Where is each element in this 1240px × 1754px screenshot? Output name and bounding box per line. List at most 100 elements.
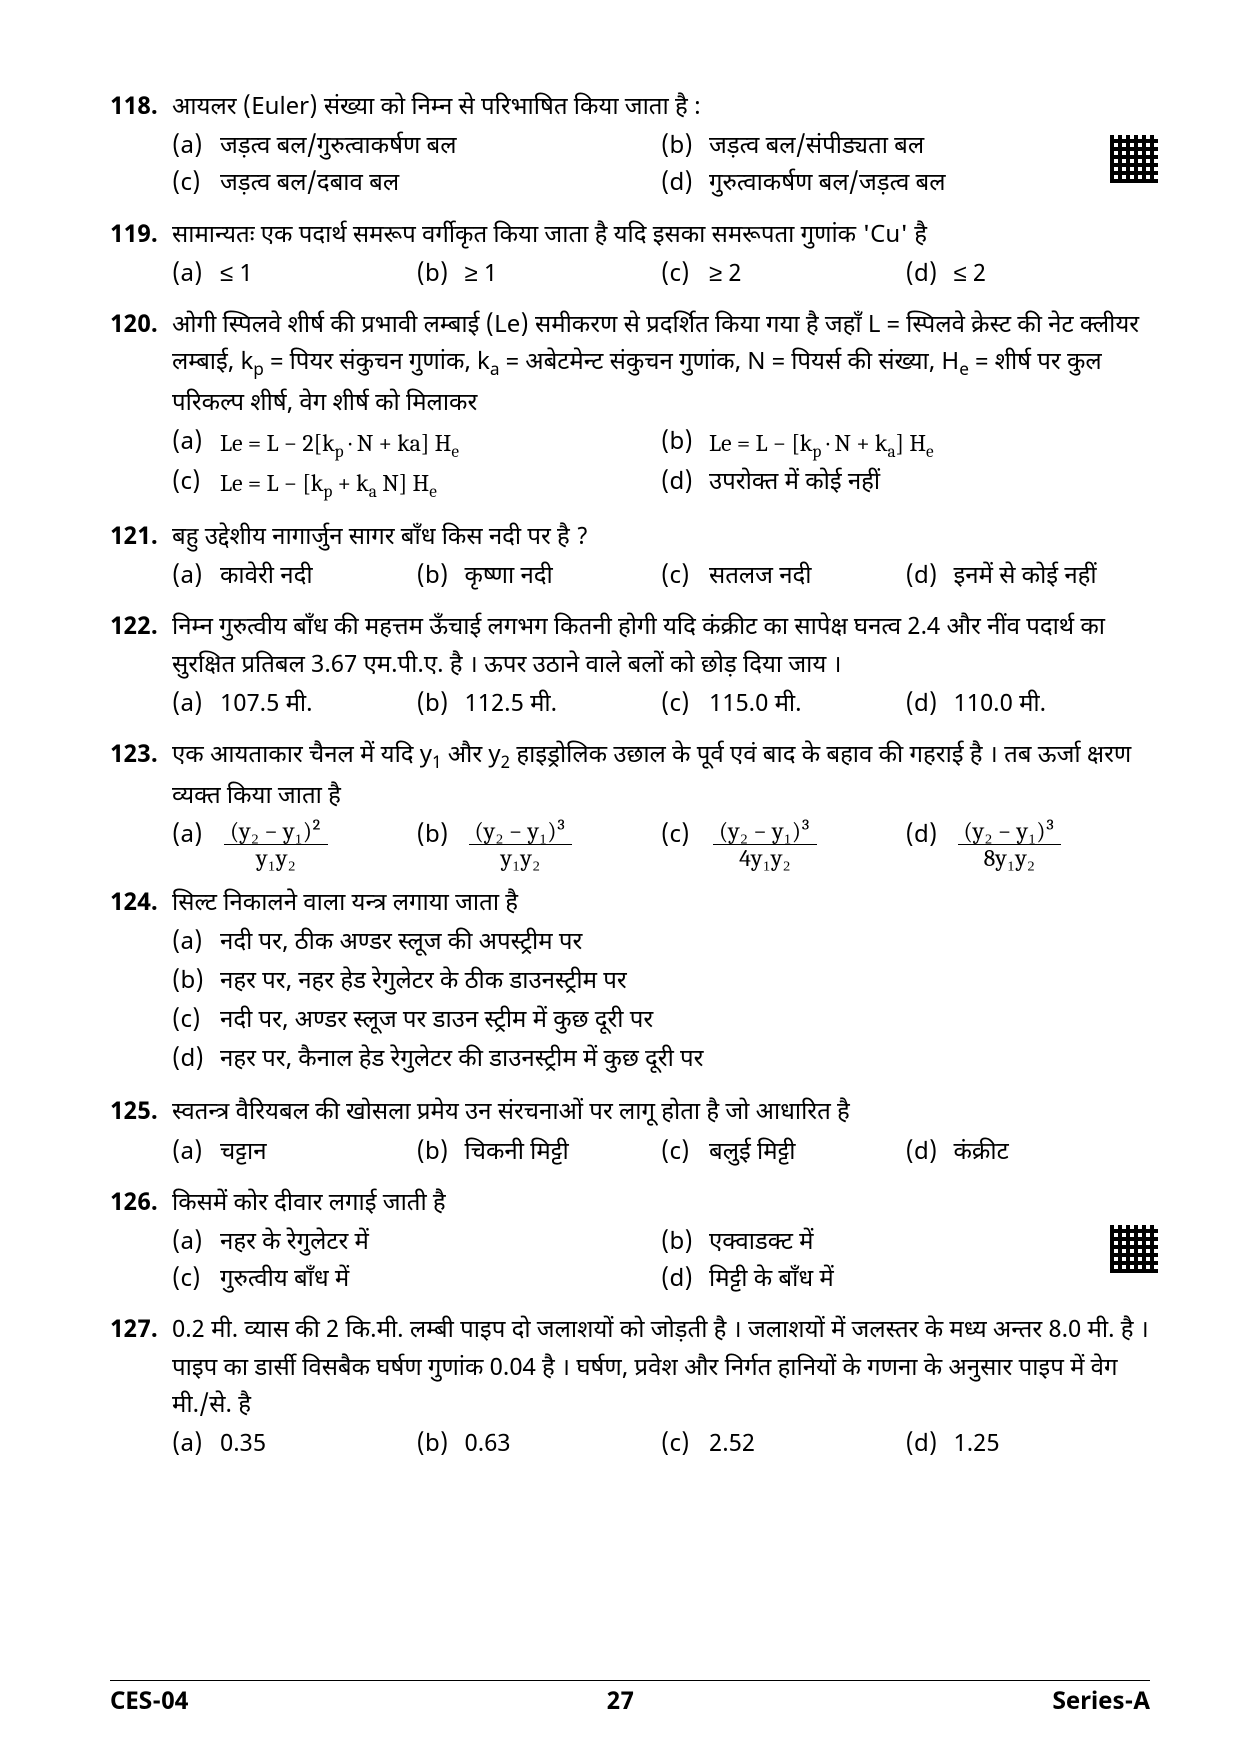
option: (b)कृष्णा नदी: [417, 559, 662, 596]
option: (a)107.5 मी.: [172, 687, 417, 724]
options: (a)कावेरी नदी(b)कृष्णा नदी(c)सतलज नदी(d)…: [172, 559, 1150, 596]
option: (a)0.35: [172, 1427, 417, 1464]
option: (b)एक्वाडक्ट में: [661, 1225, 1150, 1262]
option-label: (c): [661, 1135, 709, 1172]
option-label: (b): [417, 559, 465, 596]
option-label: (a): [172, 1135, 220, 1172]
option-label: (c): [172, 166, 220, 203]
option-label: (a): [172, 1427, 220, 1464]
option-label: (d): [906, 1135, 954, 1172]
exam-page: 118.आयलर (Euler) संख्या को निम्न से परिभ…: [110, 90, 1150, 1694]
option: (d)≤ 2: [906, 257, 1151, 294]
question: 125.स्वतन्त्र वैरियबल की खोसला प्रमेय उन…: [110, 1095, 1150, 1171]
option: (d)110.0 मी.: [906, 687, 1151, 724]
option-text: 1.25: [954, 1427, 1151, 1464]
question: 124.सिल्ट निकालने वाला यन्त्र लगाया जाता…: [110, 886, 1150, 1082]
question-number: 125.: [110, 1095, 172, 1171]
option-text: Le = L − 2[kp · N + ka] He: [220, 425, 661, 466]
option-label: (b): [661, 129, 709, 166]
option: (d)उपरोक्त में कोई नहीं: [661, 465, 1150, 506]
option-label: (c): [661, 1427, 709, 1464]
option: (b)Le = L − [kp · N + ka] He: [661, 425, 1150, 466]
option-label: (c): [661, 687, 709, 724]
question-body: 0.2 मी. व्यास की 2 कि.मी. लम्बी पाइप दो …: [172, 1313, 1150, 1464]
option-text: जड़त्व बल/संपीड्यता बल: [709, 129, 1150, 166]
option-label: (c): [172, 1262, 220, 1299]
option-label: (b): [417, 1427, 465, 1464]
option: (c)नदी पर, अण्डर स्लूज पर डाउन स्ट्रीम म…: [172, 1003, 1150, 1040]
option: (c)जड़त्व बल/दबाव बल: [172, 166, 661, 203]
option: (c)115.0 मी.: [661, 687, 906, 724]
option-label: (b): [661, 425, 709, 462]
option-label: (a): [172, 559, 220, 596]
option: (c)सतलज नदी: [661, 559, 906, 596]
option-text: नहर पर, नहर हेड रेगुलेटर के ठीक डाउनस्ट्…: [220, 964, 1150, 1001]
question: 123.एक आयताकार चैनल में यदि y1 और y2 हाइ…: [110, 738, 1150, 872]
option: (d)कंक्रीट: [906, 1135, 1151, 1172]
option-text: 2.52: [709, 1427, 906, 1464]
option-text: चट्टान: [220, 1135, 417, 1172]
option-text: ≤ 1: [220, 257, 417, 294]
option-label: (b): [172, 964, 220, 1001]
qr-code-icon: [1110, 135, 1158, 183]
option-text: Le = L − [kp · N + ka] He: [709, 425, 1150, 466]
option: (a)Le = L − 2[kp · N + ka] He: [172, 425, 661, 466]
option: (b)112.5 मी.: [417, 687, 662, 724]
question-stem: स्वतन्त्र वैरियबल की खोसला प्रमेय उन संर…: [172, 1095, 1150, 1132]
option: (d)मिट्टी के बाँध में: [661, 1262, 1150, 1299]
option-text: जड़त्व बल/दबाव बल: [220, 166, 661, 203]
option: (a)नहर के रेगुलेटर में: [172, 1225, 661, 1262]
option-text: कंक्रीट: [954, 1135, 1151, 1172]
option-text: 112.5 मी.: [465, 687, 662, 724]
option-text: उपरोक्त में कोई नहीं: [709, 465, 1150, 502]
option-label: (d): [661, 465, 709, 502]
option: (a)जड़त्व बल/गुरुत्वाकर्षण बल: [172, 129, 661, 166]
option-label: (c): [661, 559, 709, 596]
question: 121.बहु उद्देशीय नागार्जुन सागर बाँध किस…: [110, 520, 1150, 596]
option-text: गुरुत्वाकर्षण बल/जड़त्व बल: [709, 166, 1150, 203]
question: 120.ओगी स्पिलवे शीर्ष की प्रभावी लम्बाई …: [110, 308, 1150, 506]
option: (d)इनमें से कोई नहीं: [906, 559, 1151, 596]
option: (a)नदी पर, ठीक अण्डर स्लूज की अपस्ट्रीम …: [172, 925, 1150, 962]
option-label: (b): [661, 1225, 709, 1262]
question-body: आयलर (Euler) संख्या को निम्न से परिभाषित…: [172, 90, 1150, 204]
options: (a)जड़त्व बल/गुरुत्वाकर्षण बल(b)जड़त्व ब…: [172, 129, 1150, 203]
option-text: (y₂ − y₁)³8y₁y₂: [954, 818, 1151, 872]
question-stem: एक आयताकार चैनल में यदि y1 और y2 हाइड्रो…: [172, 738, 1150, 816]
question-number: 121.: [110, 520, 172, 596]
option-text: Le = L − [kp + ka N] He: [220, 465, 661, 506]
option: (a)चट्टान: [172, 1135, 417, 1172]
option: (d)1.25: [906, 1427, 1151, 1464]
option-text: (y₂ − y₁)³4y₁y₂: [709, 818, 906, 872]
question: 118.आयलर (Euler) संख्या को निम्न से परिभ…: [110, 90, 1150, 204]
option: (c)गुरुत्वीय बाँध में: [172, 1262, 661, 1299]
option: (d)(y₂ − y₁)³8y₁y₂: [906, 818, 1151, 872]
options: (a)≤ 1(b)≥ 1(c)≥ 2(d)≤ 2: [172, 257, 1150, 294]
question: 122.निम्न गुरुत्वीय बाँध की महत्तम ऊँचाई…: [110, 610, 1150, 724]
option-label: (a): [172, 925, 220, 962]
option-label: (a): [172, 1225, 220, 1262]
option-label: (d): [906, 687, 954, 724]
question-stem: ओगी स्पिलवे शीर्ष की प्रभावी लम्बाई (Le)…: [172, 308, 1150, 423]
footer-right: Series-A: [1052, 1685, 1150, 1722]
page-footer: CES-04 27 Series-A: [110, 1680, 1150, 1722]
option-label: (a): [172, 257, 220, 294]
option-text: ≥ 1: [465, 257, 662, 294]
option-text: 110.0 मी.: [954, 687, 1151, 724]
question-number: 119.: [110, 218, 172, 294]
option-label: (c): [661, 818, 709, 855]
option-text: 107.5 मी.: [220, 687, 417, 724]
question-body: बहु उद्देशीय नागार्जुन सागर बाँध किस नदी…: [172, 520, 1150, 596]
option-label: (a): [172, 818, 220, 855]
question-stem: निम्न गुरुत्वीय बाँध की महत्तम ऊँचाई लगभ…: [172, 610, 1150, 684]
qr-code-icon: [1110, 1225, 1158, 1273]
options: (a)नहर के रेगुलेटर में(b)एक्वाडक्ट में(c…: [172, 1225, 1150, 1299]
option-text: मिट्टी के बाँध में: [709, 1262, 1150, 1299]
option: (a)≤ 1: [172, 257, 417, 294]
option-label: (a): [172, 425, 220, 462]
question-number: 126.: [110, 1186, 172, 1300]
option-text: कावेरी नदी: [220, 559, 417, 596]
options: (a)नदी पर, ठीक अण्डर स्लूज की अपस्ट्रीम …: [172, 925, 1150, 1082]
option: (d)गुरुत्वाकर्षण बल/जड़त्व बल: [661, 166, 1150, 203]
question-number: 124.: [110, 886, 172, 1082]
